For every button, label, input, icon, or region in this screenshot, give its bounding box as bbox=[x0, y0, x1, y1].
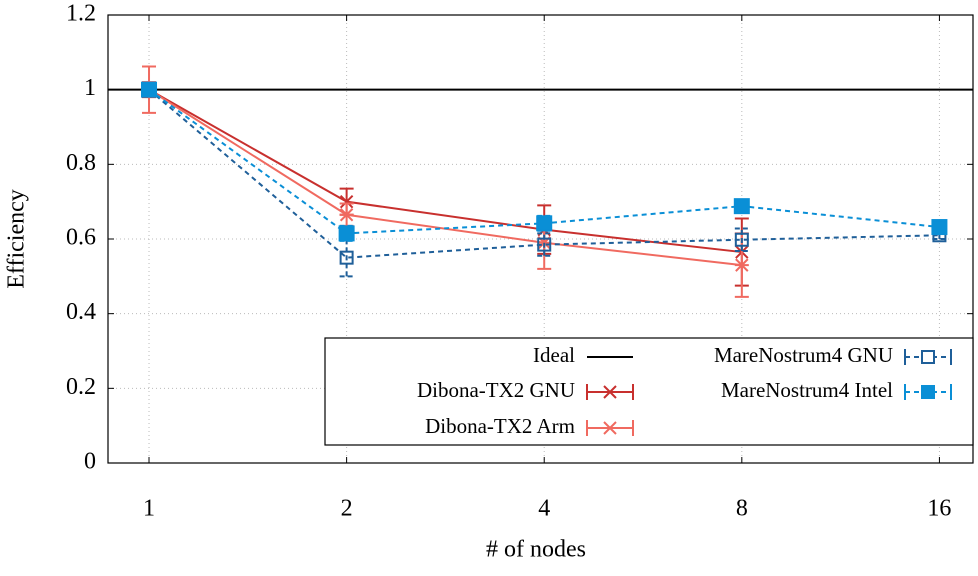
y-tick-label: 0.6 bbox=[66, 225, 96, 251]
marker bbox=[339, 208, 354, 222]
series bbox=[142, 65, 749, 298]
marker bbox=[733, 198, 750, 215]
y-axis-label: Efficiency bbox=[4, 189, 30, 289]
legend-swatch bbox=[586, 420, 634, 436]
legend-label: Dibona-TX2 GNU bbox=[417, 378, 575, 402]
legend-label: MareNostrum4 GNU bbox=[714, 343, 893, 367]
marker bbox=[339, 250, 354, 265]
x-tick-label: 4 bbox=[538, 496, 550, 522]
y-tick-label: 1 bbox=[84, 75, 96, 101]
y-tick-label: 0 bbox=[84, 449, 96, 475]
error-bar bbox=[537, 232, 552, 257]
plot-frame bbox=[107, 14, 974, 464]
marker bbox=[734, 232, 749, 247]
y-tick-label: 0.2 bbox=[66, 374, 96, 400]
marker bbox=[339, 194, 354, 209]
legend-box bbox=[324, 337, 974, 446]
legend-label: Ideal bbox=[533, 343, 575, 367]
series-line bbox=[148, 88, 940, 259]
x-tick-label: 8 bbox=[736, 496, 748, 522]
y-tick-label: 0.8 bbox=[66, 150, 96, 176]
legend-swatch bbox=[921, 350, 935, 364]
x-tick-label: 1 bbox=[143, 496, 155, 522]
error-bar bbox=[734, 227, 749, 252]
series bbox=[141, 81, 948, 242]
legend-swatch bbox=[921, 385, 935, 399]
x-axis-label: # of nodes bbox=[486, 537, 586, 563]
legend-swatch bbox=[904, 349, 952, 365]
x-tick-label: 2 bbox=[341, 496, 353, 522]
series-line bbox=[148, 88, 742, 254]
marker bbox=[141, 81, 158, 98]
marker bbox=[536, 215, 553, 232]
marker bbox=[338, 225, 355, 242]
marker bbox=[734, 258, 749, 272]
x-tick-label: 16 bbox=[927, 496, 951, 522]
legend-swatch bbox=[603, 385, 617, 399]
marker bbox=[931, 219, 948, 236]
legend-swatch bbox=[904, 384, 952, 400]
legend-swatch bbox=[603, 421, 617, 435]
marker bbox=[537, 237, 552, 252]
legend-swatch bbox=[586, 384, 634, 400]
y-tick-label: 0.4 bbox=[66, 299, 96, 325]
y-tick-label: 1.2 bbox=[66, 1, 96, 27]
legend-label: Dibona-TX2 Arm bbox=[425, 414, 575, 438]
legend-label: MareNostrum4 Intel bbox=[721, 378, 893, 402]
